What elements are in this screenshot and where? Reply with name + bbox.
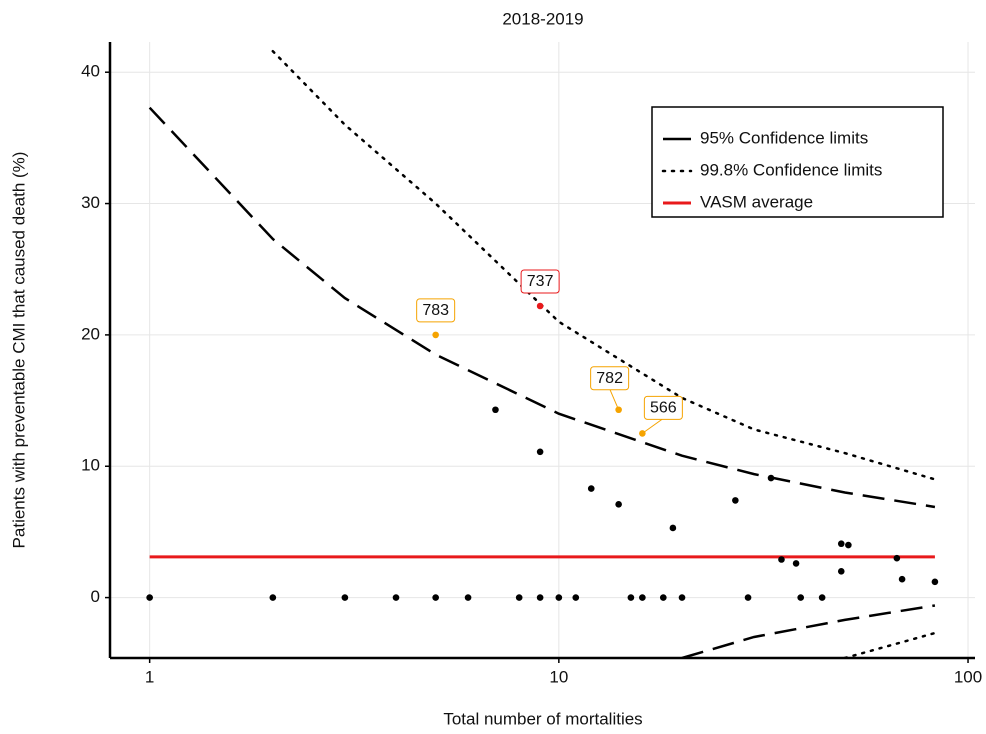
x-tick-label: 1 [145, 667, 154, 686]
point [669, 524, 677, 532]
point [146, 594, 153, 601]
legend-label: VASM average [700, 192, 813, 211]
point [464, 594, 472, 601]
point [432, 594, 439, 601]
legend-box [651, 106, 944, 218]
point [587, 485, 595, 492]
limit-line [148, 106, 936, 509]
point [639, 430, 646, 437]
legend-label: 95% Confidence limits [700, 128, 868, 147]
label-box [520, 269, 560, 294]
point [744, 594, 752, 601]
point-label: 566 [650, 400, 677, 417]
y-tick-label: 30 [81, 193, 100, 212]
point [767, 474, 775, 482]
point-label: 782 [596, 370, 623, 387]
label-box [643, 395, 683, 420]
legend-label: 99.8% Confidence limits [700, 160, 882, 179]
x-tick-label: 100 [954, 667, 982, 686]
point [797, 594, 804, 601]
point [732, 497, 739, 504]
point [778, 556, 785, 563]
point [492, 406, 499, 414]
label-box [416, 298, 456, 323]
point [341, 594, 349, 601]
limit-line [271, 49, 937, 481]
point [392, 594, 400, 601]
point [536, 302, 544, 310]
point [572, 594, 580, 601]
limit-line [681, 604, 936, 658]
point [678, 594, 686, 601]
y-tick-label: 20 [81, 324, 100, 343]
point [536, 448, 544, 456]
point-label: 783 [422, 302, 449, 319]
label-box [590, 366, 630, 391]
point [931, 578, 939, 586]
point [432, 331, 439, 339]
y-tick-label: 10 [81, 456, 100, 475]
x-axis-label: Total number of mortalities [443, 709, 642, 728]
point [615, 406, 622, 414]
point [555, 594, 563, 601]
leader [642, 417, 664, 434]
point [898, 575, 906, 583]
point [792, 560, 800, 567]
point [893, 554, 901, 562]
y-tick-label: 40 [81, 62, 100, 81]
point [269, 594, 277, 601]
chart-title: 2018-2019 [502, 9, 583, 28]
point [837, 568, 845, 575]
x-tick-label: 10 [549, 667, 568, 686]
y-axis-label: Patients with preventable CMI that cause… [9, 152, 28, 549]
point [627, 594, 635, 601]
point [515, 594, 523, 601]
point [837, 540, 845, 548]
point [845, 541, 852, 549]
leader [609, 388, 620, 410]
point [659, 594, 667, 601]
limit-line [843, 631, 937, 658]
point [536, 594, 544, 601]
point [818, 594, 826, 601]
point [615, 501, 622, 508]
point [639, 594, 646, 601]
point-label: 737 [527, 273, 554, 290]
y-tick-label: 0 [91, 587, 100, 606]
